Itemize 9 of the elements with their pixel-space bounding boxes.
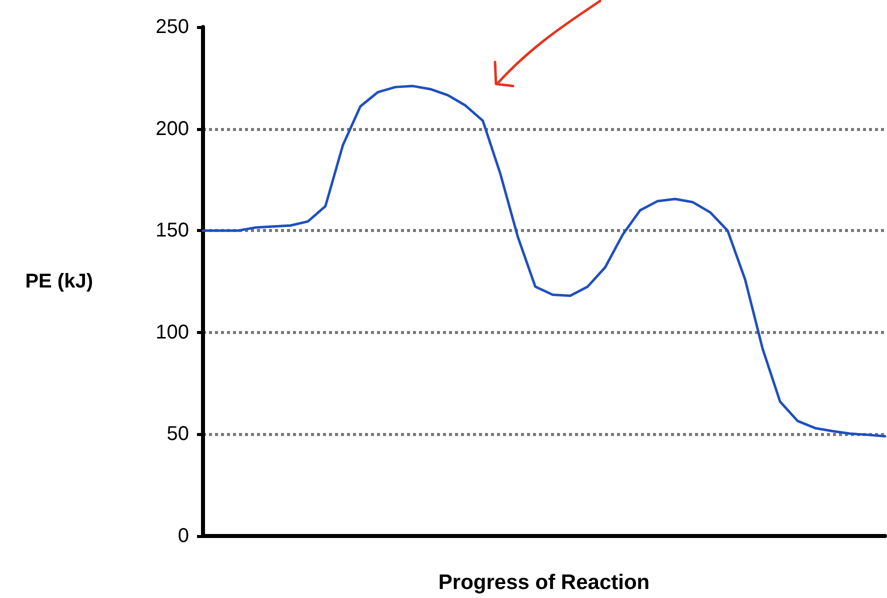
y-tick-label: 100 (156, 321, 189, 344)
y-tick-label: 200 (156, 118, 189, 140)
y-tick-label: 0 (178, 525, 189, 547)
y-tick-label: 50 (166, 423, 189, 446)
y-tick-label: 250 (156, 16, 189, 38)
y-axis-title: PE (kJ) (25, 270, 93, 292)
line-series (202, 84, 886, 438)
y-tick-label: 150 (156, 220, 189, 242)
x-axis-title: Progress of Reaction (438, 571, 650, 594)
